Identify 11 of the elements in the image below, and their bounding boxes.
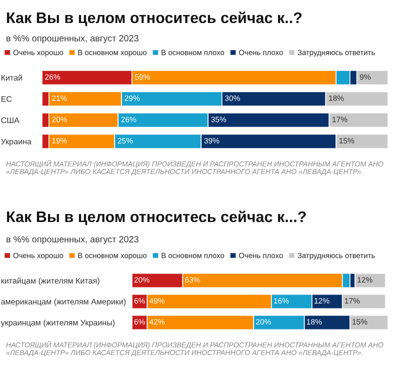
chart-title: Как Вы в целом относитесь сейчас к..? [7, 12, 302, 26]
y-tick-label: Китай [1, 74, 22, 81]
y-tick-label: украинцам (жителям Украины) [0, 320, 115, 328]
y-tick-label: американцам (жителям Америки) [1, 298, 126, 306]
chart-title: Как Вы в целом относитесь сейчас к...? [7, 210, 306, 226]
chart-subtitle: в %% опрошенных, август 2023 [6, 236, 138, 244]
y-tick-label: Украина [1, 138, 32, 146]
chart-subtitle: в %% опрошенных, август 2023 [6, 35, 138, 44]
y-tick-label: китайцам (жителям Китая) [1, 278, 100, 286]
y-tick-label: ЕС [1, 96, 12, 102]
y-tick-label: США [1, 117, 20, 124]
